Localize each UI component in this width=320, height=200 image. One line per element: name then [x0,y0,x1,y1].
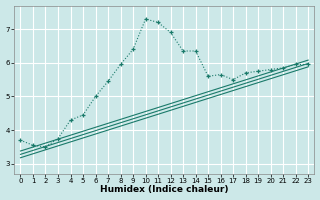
X-axis label: Humidex (Indice chaleur): Humidex (Indice chaleur) [100,185,228,194]
